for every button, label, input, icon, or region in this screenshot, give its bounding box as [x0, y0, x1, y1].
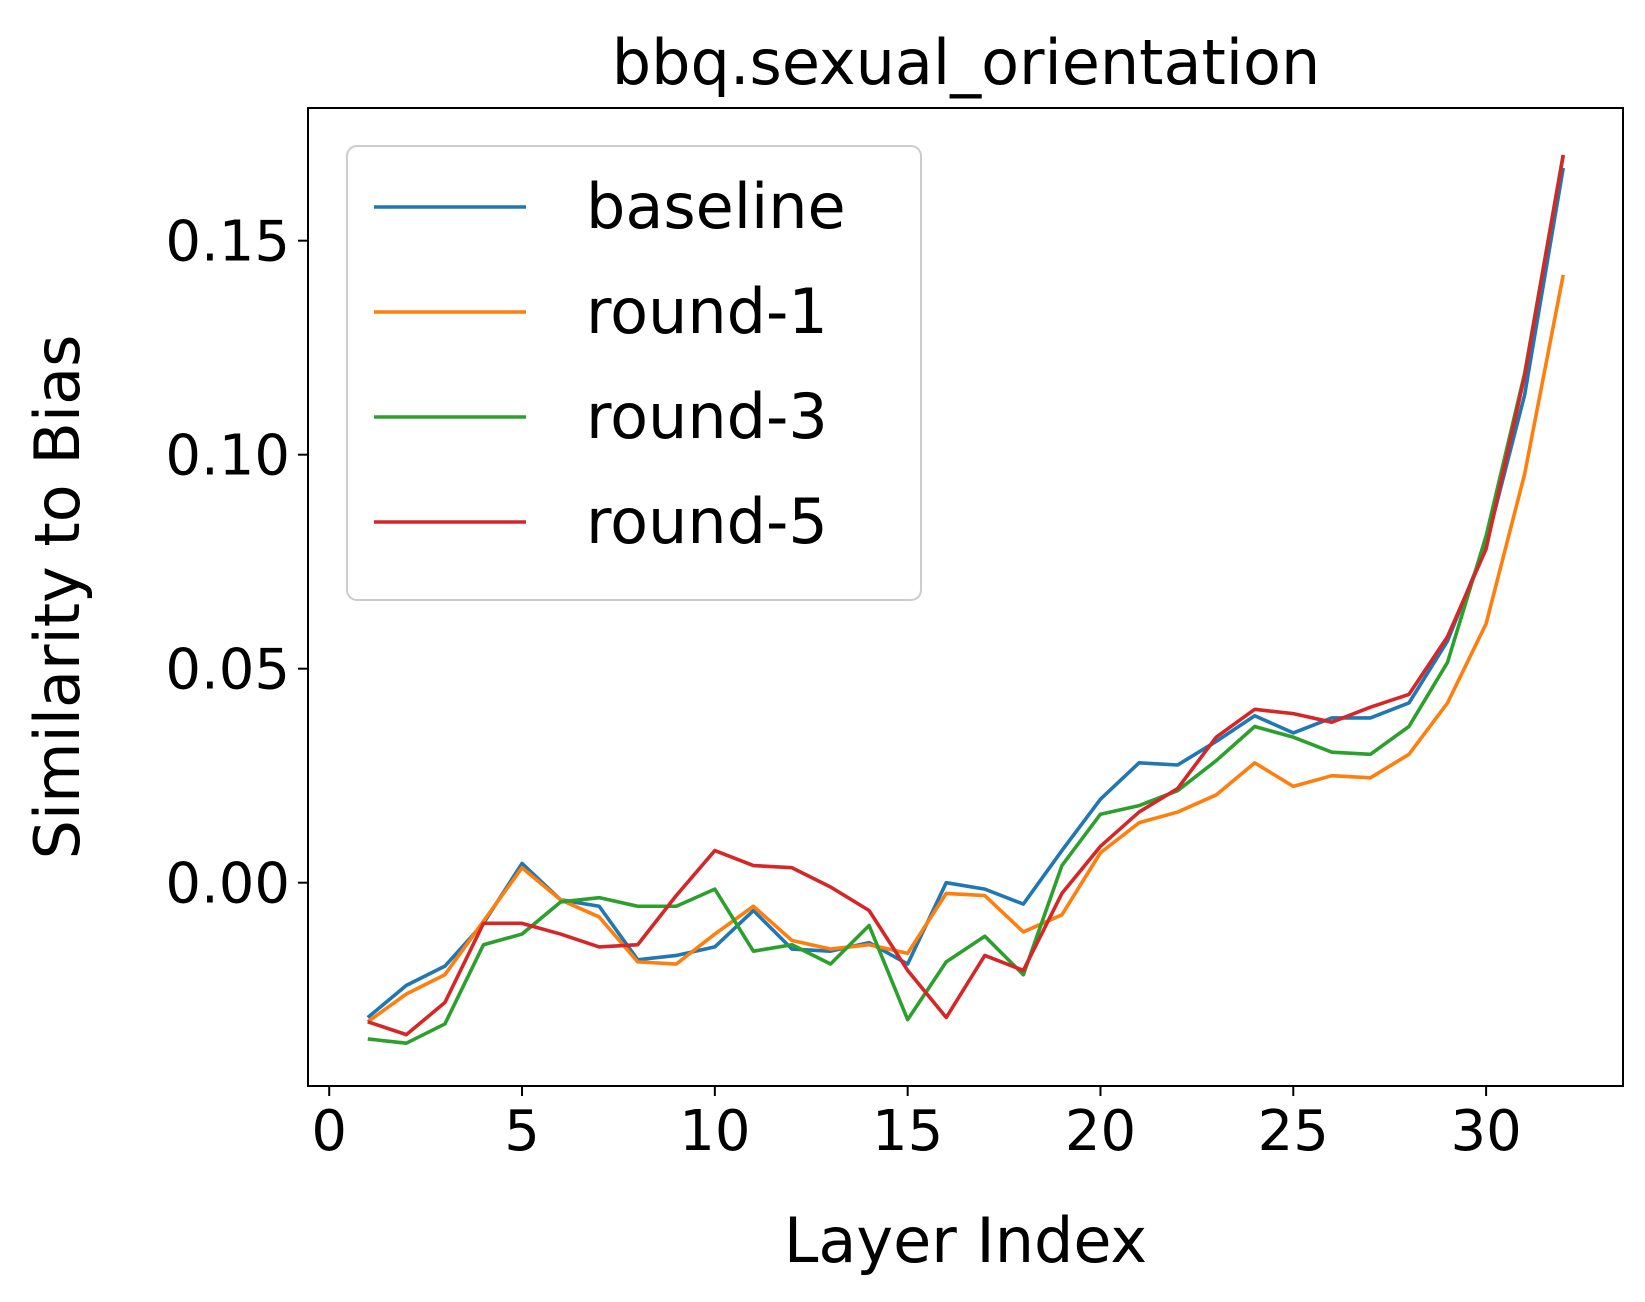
y-axis: 0.00 0.05 0.10 0.15 [165, 210, 308, 917]
x-axis-label: Layer Index [784, 1204, 1147, 1277]
x-tick-label: 25 [1258, 1099, 1329, 1164]
y-tick-label: 0.10 [165, 424, 290, 489]
series-line-round-5 [367, 154, 1566, 1037]
y-tick-label: 0.15 [165, 210, 290, 275]
y-tick-label: 0.05 [165, 638, 290, 703]
y-axis-label: Similarity to Bias [21, 335, 94, 860]
x-tick-label: 10 [679, 1099, 750, 1164]
x-tick-label: 0 [311, 1099, 347, 1164]
x-tick-label: 30 [1450, 1099, 1521, 1164]
x-tick-label: 5 [504, 1099, 540, 1164]
legend-frame [346, 145, 922, 601]
legend-label-baseline: baseline [586, 170, 846, 243]
legend-label-round-3: round-3 [586, 380, 828, 453]
x-tick-label: 15 [872, 1099, 943, 1164]
legend-label-round-5: round-5 [586, 485, 828, 558]
series-line-round-3 [367, 154, 1566, 1045]
y-tick-label: 0.00 [165, 852, 290, 917]
plot-frame [307, 107, 1624, 1087]
x-tick-label: 20 [1065, 1099, 1136, 1164]
x-axis: 0 5 10 15 20 25 30 [311, 1086, 1522, 1164]
legend-label-round-1: round-1 [586, 275, 828, 348]
chart-title: bbq.sexual_orientation [612, 26, 1321, 99]
series-group [366, 154, 1566, 1045]
legend: baseline round-1 round-3 round-5 [346, 145, 922, 601]
